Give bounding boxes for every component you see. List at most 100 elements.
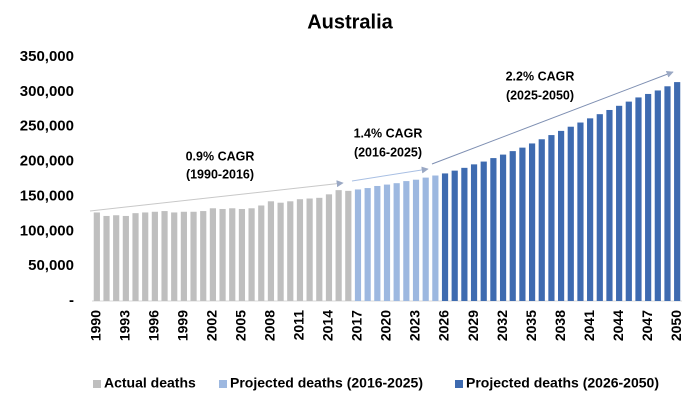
annotation: 2.2% CAGR bbox=[506, 69, 575, 83]
x-tick-label: 2014 bbox=[320, 310, 336, 341]
bar bbox=[374, 185, 381, 301]
legend-label: Projected deaths (2026-2050) bbox=[466, 375, 659, 391]
bar bbox=[161, 211, 168, 301]
annotation: 0.9% CAGR bbox=[186, 149, 255, 163]
y-tick-label: 250,000 bbox=[20, 118, 74, 135]
bar bbox=[558, 130, 565, 301]
bar bbox=[306, 198, 313, 301]
bar bbox=[654, 90, 661, 301]
bar bbox=[587, 118, 594, 301]
x-tick-label: 2017 bbox=[349, 310, 365, 341]
bar bbox=[248, 208, 255, 301]
bar bbox=[258, 205, 265, 301]
bar bbox=[316, 197, 323, 301]
x-tick-label: 1996 bbox=[146, 310, 162, 341]
x-tick-label: 1999 bbox=[175, 310, 191, 341]
bar bbox=[567, 126, 574, 301]
bar bbox=[296, 199, 304, 301]
trend-arrow bbox=[431, 70, 674, 165]
bar bbox=[151, 211, 158, 301]
bar bbox=[364, 188, 371, 301]
x-tick-label: 2041 bbox=[581, 310, 597, 341]
bar bbox=[451, 170, 458, 301]
annotation: 1.4% CAGR bbox=[354, 126, 423, 140]
bar bbox=[596, 114, 603, 301]
x-tick-label: 2005 bbox=[233, 310, 249, 341]
bar bbox=[625, 101, 632, 301]
legend-swatch bbox=[219, 380, 227, 388]
bar bbox=[219, 208, 226, 301]
bar bbox=[538, 139, 545, 301]
x-tick-label: 2038 bbox=[552, 310, 568, 341]
chart-title: Australia bbox=[307, 11, 393, 33]
trend-arrow bbox=[89, 180, 344, 212]
bar bbox=[519, 147, 526, 301]
bar bbox=[190, 211, 197, 301]
x-tick-label: 2050 bbox=[668, 310, 684, 341]
bar bbox=[267, 201, 275, 301]
y-tick-label: 100,000 bbox=[20, 222, 74, 239]
x-tick-label: 2020 bbox=[378, 310, 394, 341]
bar bbox=[509, 151, 516, 301]
y-tick-label: 150,000 bbox=[20, 187, 74, 204]
y-tick-label: 300,000 bbox=[20, 83, 74, 100]
bar bbox=[142, 212, 149, 301]
bar bbox=[345, 190, 352, 301]
bar bbox=[490, 158, 497, 301]
legend-label: Projected deaths (2016-2025) bbox=[230, 375, 423, 391]
bar bbox=[393, 183, 400, 301]
bar bbox=[432, 175, 439, 301]
bar bbox=[606, 109, 613, 302]
bar bbox=[528, 143, 536, 301]
bar bbox=[470, 164, 478, 301]
annotation: (1990-2016) bbox=[186, 167, 254, 181]
bar bbox=[499, 154, 507, 301]
bar bbox=[674, 82, 681, 302]
bar bbox=[335, 190, 342, 301]
bar bbox=[180, 211, 187, 301]
x-tick-label: 2011 bbox=[291, 310, 307, 341]
x-tick-label: 2032 bbox=[494, 310, 510, 341]
bar bbox=[238, 208, 246, 301]
bar bbox=[403, 181, 410, 301]
legend-label: Actual deaths bbox=[104, 375, 196, 391]
bar bbox=[354, 189, 362, 301]
legend-swatch bbox=[455, 380, 463, 388]
trend-arrow bbox=[351, 166, 429, 182]
bar bbox=[548, 135, 555, 301]
x-tick-label: 1993 bbox=[117, 310, 133, 341]
bar bbox=[480, 161, 487, 301]
bar bbox=[103, 215, 110, 301]
y-tick-label: 50,000 bbox=[28, 257, 74, 274]
bar bbox=[229, 208, 236, 301]
x-tick-label: 2035 bbox=[523, 310, 539, 341]
bar bbox=[325, 194, 333, 301]
bar bbox=[383, 184, 391, 301]
x-tick-label: 2044 bbox=[610, 310, 626, 341]
x-tick-label: 2023 bbox=[407, 310, 423, 341]
bar bbox=[412, 179, 420, 301]
bar bbox=[461, 167, 468, 301]
bar bbox=[113, 215, 120, 301]
y-tick-label: 350,000 bbox=[20, 48, 74, 65]
x-tick-label: 2029 bbox=[465, 310, 481, 341]
bar bbox=[577, 122, 584, 301]
x-tick-label: 2002 bbox=[204, 310, 220, 341]
x-tick-label: 2008 bbox=[262, 310, 278, 341]
bar bbox=[209, 208, 216, 301]
bar bbox=[93, 212, 100, 301]
bar bbox=[422, 177, 429, 301]
y-tick-label: 200,000 bbox=[20, 153, 74, 170]
y-tick-label: - bbox=[69, 292, 74, 309]
bar bbox=[122, 215, 129, 301]
bar bbox=[171, 212, 178, 301]
annotation: (2025-2050) bbox=[506, 88, 574, 102]
legend-swatch bbox=[93, 380, 101, 388]
x-tick-label: 2047 bbox=[639, 310, 655, 341]
bar bbox=[645, 93, 652, 301]
bar bbox=[616, 105, 623, 301]
bar bbox=[200, 211, 207, 301]
bar bbox=[635, 97, 642, 301]
x-tick-label: 2026 bbox=[436, 310, 452, 341]
